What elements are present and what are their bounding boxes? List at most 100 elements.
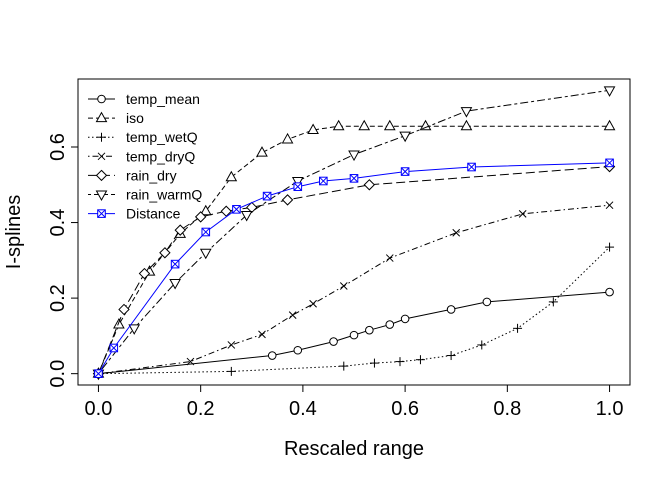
- legend-item: temp_mean: [88, 91, 200, 107]
- data-point: [138, 267, 151, 280]
- legend-label: Distance: [126, 206, 181, 222]
- legend-marker: [95, 111, 108, 123]
- data-point: [186, 357, 195, 366]
- data-point: [174, 224, 186, 236]
- legend-label: rain_warmQ: [126, 187, 202, 203]
- data-point: [365, 325, 374, 335]
- legend-item: temp_dryQ: [88, 148, 195, 164]
- data-point: [513, 323, 523, 333]
- data-point: [128, 324, 141, 335]
- x-tick-label: 0.8: [493, 398, 521, 420]
- legend-marker: [97, 209, 106, 218]
- data-point: [220, 205, 232, 217]
- series-line: [98, 246, 610, 375]
- data-point: [339, 361, 349, 371]
- data-point: [109, 343, 119, 353]
- data-point: [329, 337, 338, 346]
- data-point: [369, 358, 379, 368]
- data-point: [339, 282, 348, 290]
- x-tick-label: 0.6: [391, 398, 419, 420]
- series-line: [98, 204, 610, 375]
- data-point: [400, 167, 410, 176]
- data-point: [288, 311, 297, 319]
- data-point: [232, 205, 241, 214]
- legend-marker: [95, 190, 108, 202]
- data-point: [291, 177, 304, 188]
- y-tick-label: 0.2: [47, 284, 69, 312]
- legend-label: temp_mean: [126, 91, 200, 107]
- data-point: [518, 210, 527, 218]
- data-point: [358, 119, 371, 131]
- x-axis: 0.0 0.2 0.4 0.6 0.8 1.0: [85, 384, 624, 420]
- series-temp-mean: [94, 287, 614, 378]
- data-point: [118, 303, 130, 316]
- x-tick-label: 0.4: [289, 398, 317, 420]
- data-point: [169, 279, 181, 290]
- data-point: [332, 119, 345, 131]
- data-point: [225, 170, 238, 182]
- data-point: [246, 201, 258, 214]
- series-temp-wetQ: [93, 242, 615, 379]
- data-point: [446, 305, 456, 314]
- legend-marker: [97, 94, 106, 104]
- data-point: [201, 227, 211, 237]
- data-point: [399, 131, 411, 143]
- data-point: [258, 330, 266, 339]
- data-point: [262, 191, 272, 201]
- data-point: [395, 357, 405, 367]
- data-point: [467, 162, 476, 172]
- legend-item: rain_warmQ: [88, 187, 202, 203]
- y-tick-label: 0.6: [47, 133, 69, 161]
- x-tick-label: 1.0: [596, 398, 624, 420]
- data-point: [419, 119, 432, 131]
- data-point: [477, 340, 487, 350]
- data-point: [256, 146, 268, 157]
- data-point: [349, 174, 359, 183]
- y-tick-label: 0.0: [47, 360, 69, 388]
- y-axis: 0.0 0.2 0.4 0.6: [47, 133, 79, 388]
- data-point: [452, 228, 461, 237]
- legend-label: temp_dryQ: [126, 148, 195, 164]
- data-point: [267, 351, 277, 360]
- data-point: [349, 330, 359, 340]
- legend-marker: [97, 152, 106, 161]
- data-point: [548, 297, 558, 307]
- series-layer: [92, 86, 616, 381]
- data-point: [199, 248, 212, 260]
- legend-label: iso: [126, 110, 144, 126]
- data-point: [293, 345, 303, 355]
- data-point: [348, 150, 360, 162]
- data-point: [159, 247, 171, 259]
- legend-marker: [95, 169, 108, 182]
- data-point: [605, 242, 615, 252]
- data-point: [482, 297, 492, 307]
- data-point: [385, 320, 395, 329]
- legend-label: rain_dry: [126, 167, 177, 183]
- data-point: [446, 351, 456, 361]
- data-point: [94, 369, 103, 378]
- series-line: [97, 162, 610, 374]
- y-tick-label: 0.4: [47, 209, 69, 237]
- x-axis-title: Rescaled range: [284, 438, 424, 460]
- data-point: [240, 211, 253, 222]
- data-point: [363, 179, 376, 191]
- series-Distance: [94, 158, 614, 378]
- data-point: [227, 341, 236, 349]
- legend-marker: [97, 132, 106, 142]
- series-line: [98, 89, 610, 375]
- legend-item: iso: [88, 110, 144, 126]
- x-tick-label: 0.2: [187, 398, 215, 420]
- data-point: [170, 259, 180, 269]
- data-point: [307, 123, 319, 134]
- data-point: [605, 287, 614, 297]
- data-point: [194, 211, 207, 223]
- data-point: [309, 299, 317, 308]
- data-point: [281, 132, 294, 144]
- data-point: [605, 158, 614, 168]
- data-point: [199, 204, 212, 216]
- series-rain-dry: [92, 160, 616, 380]
- series-line: [97, 166, 610, 374]
- data-point: [603, 86, 616, 97]
